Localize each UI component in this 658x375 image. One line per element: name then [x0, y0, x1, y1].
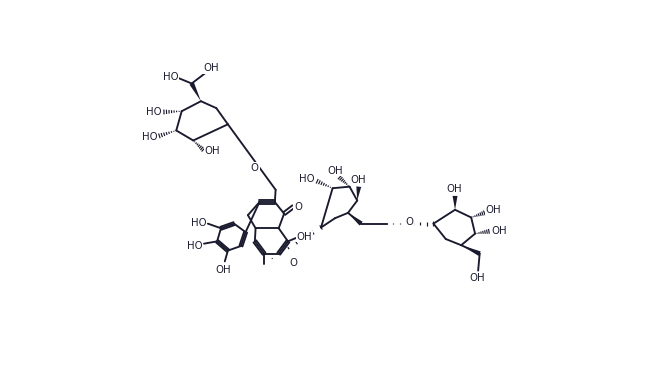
- Text: HO: HO: [141, 132, 157, 142]
- Text: HO: HO: [299, 174, 315, 184]
- Text: OH: OH: [491, 226, 507, 236]
- Polygon shape: [453, 196, 457, 210]
- Polygon shape: [461, 245, 481, 256]
- Text: OH: OH: [470, 273, 485, 283]
- Text: OH: OH: [486, 205, 501, 215]
- Polygon shape: [190, 82, 201, 101]
- Text: OH: OH: [446, 184, 462, 194]
- Text: O: O: [405, 217, 414, 227]
- Text: OH: OH: [327, 165, 343, 176]
- Text: O: O: [251, 163, 259, 173]
- Text: OH: OH: [205, 146, 220, 156]
- Text: HO: HO: [191, 218, 207, 228]
- Text: OH: OH: [203, 63, 218, 73]
- Polygon shape: [357, 186, 361, 201]
- Text: HO: HO: [187, 241, 203, 251]
- Text: OH: OH: [350, 175, 366, 185]
- Text: HO: HO: [146, 107, 162, 117]
- Text: O: O: [294, 202, 302, 212]
- Text: O: O: [290, 258, 297, 268]
- Text: OH: OH: [215, 265, 231, 275]
- Text: OH: OH: [296, 232, 312, 242]
- Polygon shape: [348, 213, 363, 225]
- Text: HO: HO: [163, 72, 179, 82]
